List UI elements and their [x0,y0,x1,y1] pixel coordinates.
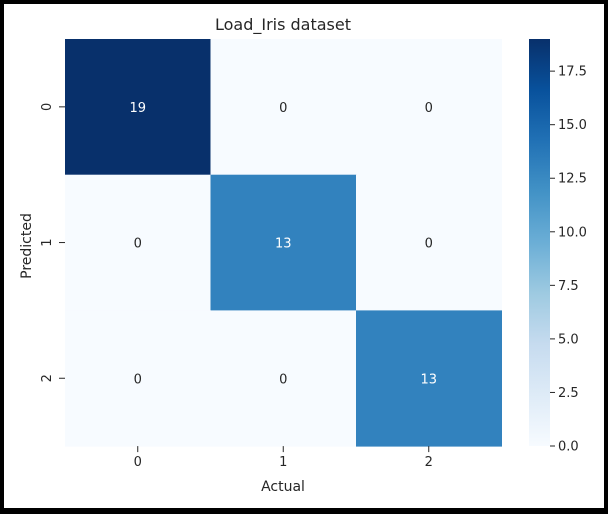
heatmap-cell [65,39,211,176]
cell-value-label: 0 [425,237,433,252]
cell-value-label: 19 [129,101,146,116]
y-tick-label: 1 [40,238,55,246]
cell-value-label: 0 [279,101,287,116]
colorbar-tick-label: 0.0 [558,440,579,455]
heatmap-cell [356,174,502,311]
cell-value-label: 0 [279,372,287,387]
cell-value-label: 13 [275,237,292,252]
x-axis-label: Actual [261,479,305,495]
y-tick-label: 2 [40,374,55,382]
x-tick-label: 1 [279,455,287,470]
x-tick-label: 2 [425,455,433,470]
colorbar-tick-label: 17.5 [558,65,587,80]
chart-title: Load_Iris dataset [215,15,351,35]
cell-value-label: 13 [420,372,437,387]
figure: Load_Iris dataset 19 0 0 0 13 0 0 0 13 0 1 2 0 1 2 A… [4,4,604,508]
cell-value-label: 0 [134,372,142,387]
heatmap-cell [356,39,502,176]
colorbar-tick-label: 10.0 [558,225,587,240]
heatmap-cell [65,310,211,447]
heatmap-cell [356,310,502,447]
cell-value-label: 0 [425,101,433,116]
colorbar-tick-label: 5.0 [558,332,579,347]
heatmap-cell [210,174,357,311]
colorbar-ticks: 0.0 2.5 5.0 7.5 10.0 12.5 15.0 17.5 [550,65,587,455]
y-tick-label: 0 [40,103,55,111]
heatmap-cell [65,174,211,311]
heatmap-cell [210,310,357,447]
colorbar-tick-label: 7.5 [558,279,579,294]
y-axis-label: Predicted [19,213,35,279]
cell-value-label: 0 [134,237,142,252]
y-axis-ticks: 0 1 2 [40,103,65,382]
colorbar [529,39,550,446]
x-tick-label: 0 [134,455,142,470]
colorbar-tick-label: 2.5 [558,386,579,401]
x-axis-ticks: 0 1 2 [134,446,433,470]
colorbar-tick-label: 12.5 [558,172,587,187]
heatmap-chart: Load_Iris dataset 19 0 0 0 13 0 0 0 13 0 1 2 0 1 2 A… [19,15,587,495]
heatmap-cell [210,39,357,176]
heatmap-cells [65,39,502,447]
colorbar-tick-label: 15.0 [558,118,587,133]
heatmap-cell-labels: 19 0 0 0 13 0 0 0 13 [129,101,437,387]
